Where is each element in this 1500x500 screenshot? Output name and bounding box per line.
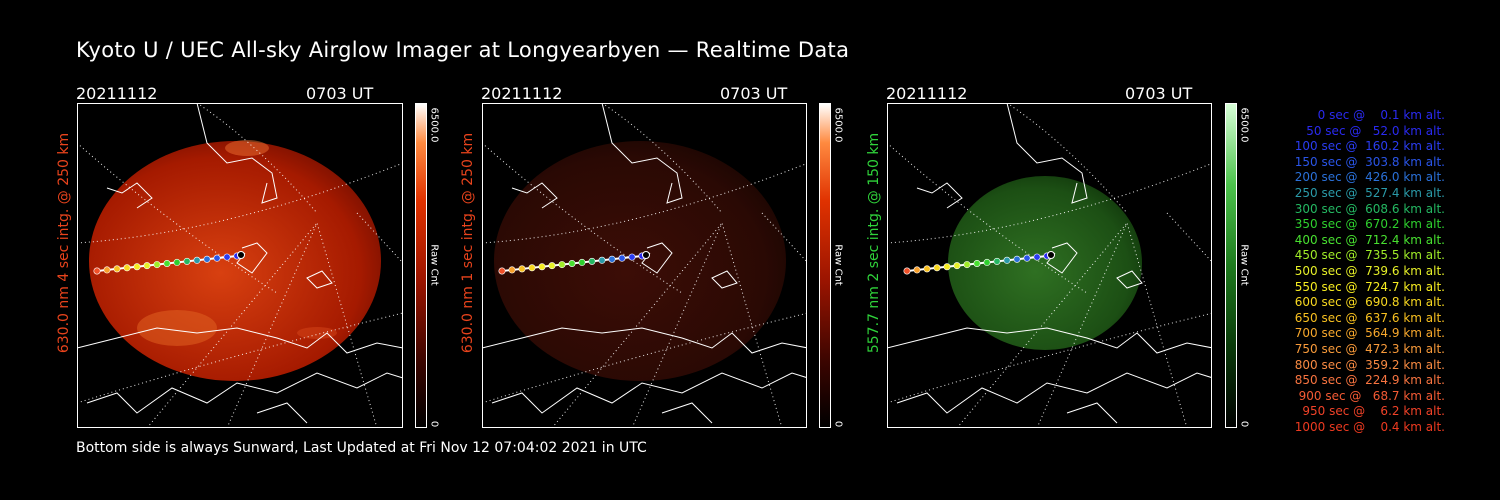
legend-row: 750 sec @ 472.3 km alt.	[1290, 341, 1445, 356]
panel-wavelength-label: 630.0 nm 4 sec intg. @ 250 km	[56, 132, 72, 354]
trajectory-legend: 0 sec @ 0.1 km alt. 50 sec @ 52.0 km alt…	[1250, 108, 1445, 435]
colorbar-unit-label: Raw Cnt	[1238, 244, 1250, 286]
legend-row: 950 sec @ 6.2 km alt.	[1298, 404, 1445, 419]
legend-row: 500 sec @ 739.6 km alt.	[1290, 263, 1445, 278]
panel-date: 20211112	[481, 84, 563, 103]
colorbar	[819, 103, 831, 428]
legend-row: 1000 sec @ 0.4 km alt.	[1294, 419, 1445, 434]
colorbar-unit-label: Raw Cnt	[832, 244, 844, 286]
colorbar	[1225, 103, 1237, 428]
colorbar-max-label: 6500.0	[428, 107, 440, 143]
legend-row: 350 sec @ 670.2 km alt.	[1290, 217, 1445, 232]
legend-row: 0 sec @ 0.1 km alt.	[1306, 108, 1445, 122]
legend-row: 150 sec @ 303.8 km alt.	[1290, 154, 1445, 169]
panel-wavelength-label: 630.0 nm 1 sec intg. @ 250 km	[460, 132, 476, 354]
colorbar-min-label: 0	[832, 420, 844, 428]
panel-time: 0703 UT	[306, 84, 374, 103]
legend-row: 550 sec @ 724.7 km alt.	[1290, 279, 1445, 294]
legend-row: 450 sec @ 735.5 km alt.	[1290, 248, 1445, 263]
legend-row: 650 sec @ 637.6 km alt.	[1290, 310, 1445, 325]
allsky-image-red-dim	[482, 103, 807, 428]
legend-row: 50 sec @ 52.0 km alt.	[1298, 123, 1445, 138]
legend-row: 850 sec @ 224.9 km alt.	[1290, 373, 1445, 388]
legend-row: 700 sec @ 564.9 km alt.	[1290, 326, 1445, 341]
page-title: Kyoto U / UEC All-sky Airglow Imager at …	[76, 38, 850, 62]
legend-row: 800 sec @ 359.2 km alt.	[1290, 357, 1445, 372]
legend-row: 200 sec @ 426.0 km alt.	[1290, 170, 1445, 185]
legend-row: 300 sec @ 608.6 km alt.	[1290, 201, 1445, 216]
allsky-image-red-bright	[77, 103, 403, 428]
colorbar-min-label: 0	[1238, 420, 1250, 428]
footer-note: Bottom side is always Sunward, Last Upda…	[76, 440, 647, 456]
allsky-image-green	[887, 103, 1212, 428]
colorbar-max-label: 6500.0	[832, 107, 844, 143]
legend-row: 100 sec @ 160.2 km alt.	[1290, 139, 1445, 154]
legend-row: 400 sec @ 712.4 km alt.	[1290, 232, 1445, 247]
colorbar-max-label: 6500.0	[1238, 107, 1250, 143]
legend-row: 900 sec @ 68.7 km alt.	[1294, 388, 1445, 403]
legend-row: 600 sec @ 690.8 km alt.	[1290, 295, 1445, 310]
panel-time: 0703 UT	[720, 84, 788, 103]
panel-wavelength-label: 557.7 nm 2 sec intg. @ 150 km	[866, 132, 882, 354]
panel-date: 20211112	[886, 84, 968, 103]
panel-time: 0703 UT	[1125, 84, 1193, 103]
colorbar-unit-label: Raw Cnt	[428, 244, 440, 286]
legend-row: 250 sec @ 527.4 km alt.	[1290, 185, 1445, 200]
colorbar	[415, 103, 427, 428]
colorbar-min-label: 0	[428, 420, 440, 428]
panel-date: 20211112	[76, 84, 158, 103]
